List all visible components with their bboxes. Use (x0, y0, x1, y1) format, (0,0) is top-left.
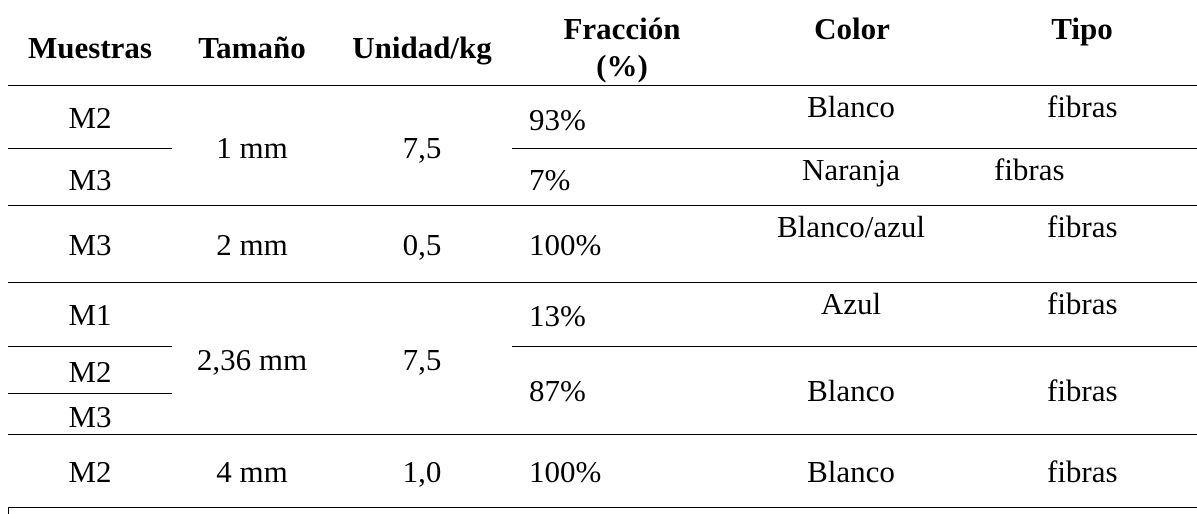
cell-fraccion: 100% (529, 227, 602, 262)
cell-muestra: M2 (68, 454, 112, 489)
cell-tamano: 2 mm (216, 227, 288, 262)
table-left-edge (8, 507, 9, 514)
row-divider-m2-m3b-muestras (8, 393, 172, 394)
header-color: Color (814, 11, 890, 46)
cell-tipo: fibras (1047, 89, 1118, 124)
cell-fraccion: 87% (529, 373, 586, 408)
cell-tipo: fibras (1047, 209, 1118, 244)
cell-muestra: M3 (68, 399, 112, 434)
cell-tipo: fibras (994, 152, 1065, 187)
cell-muestra: M3 (68, 227, 112, 262)
cell-color: Blanco (807, 454, 895, 489)
cell-tamano: 1 mm (216, 130, 288, 165)
header-fraccion-line2: (%) (596, 48, 648, 83)
header-unidad: Unidad/kg (352, 30, 492, 65)
row-divider-m2-m3-fraccion (512, 148, 1197, 149)
header-fraccion-line1: Fracción (563, 11, 681, 46)
cell-color: Blanco/azul (776, 209, 926, 244)
cell-tipo: fibras (1047, 454, 1118, 489)
cell-fraccion: 7% (529, 162, 571, 197)
group-rule-1 (8, 205, 1197, 206)
cell-color: Azul (820, 286, 882, 321)
cell-fraccion: 100% (529, 454, 602, 489)
header-bottom-rule (8, 85, 1197, 86)
header-muestras: Muestras (28, 30, 152, 65)
cell-muestra: M2 (68, 354, 112, 389)
row-divider-m1-m2-fraccion (512, 346, 1197, 347)
group-rule-3 (8, 434, 1197, 435)
cell-fraccion: 93% (529, 102, 586, 137)
cell-fraccion: 13% (529, 298, 586, 333)
cell-muestra: M1 (68, 297, 112, 332)
cell-tamano: 4 mm (216, 454, 288, 489)
cell-muestra: M3 (68, 162, 112, 197)
cell-unidad: 7,5 (402, 342, 442, 377)
row-divider-m2-m3-muestras (8, 148, 172, 149)
cell-tipo: fibras (1047, 286, 1118, 321)
cell-color: Blanco (807, 373, 895, 408)
cell-color: Naranja (801, 152, 901, 187)
header-tamano: Tamaño (198, 30, 306, 65)
group-rule-2 (8, 282, 1197, 283)
cell-unidad: 1,0 (402, 454, 442, 489)
row-divider-m1-m2-muestras (8, 346, 172, 347)
cell-tamano: 2,36 mm (196, 342, 308, 377)
cell-unidad: 0,5 (402, 227, 442, 262)
table-bottom-rule (8, 507, 1197, 508)
header-tipo: Tipo (1051, 11, 1113, 46)
cell-muestra: M2 (68, 100, 112, 135)
cell-color: Blanco (807, 89, 895, 124)
cell-unidad: 7,5 (402, 130, 442, 165)
cell-tipo: fibras (1047, 373, 1118, 408)
